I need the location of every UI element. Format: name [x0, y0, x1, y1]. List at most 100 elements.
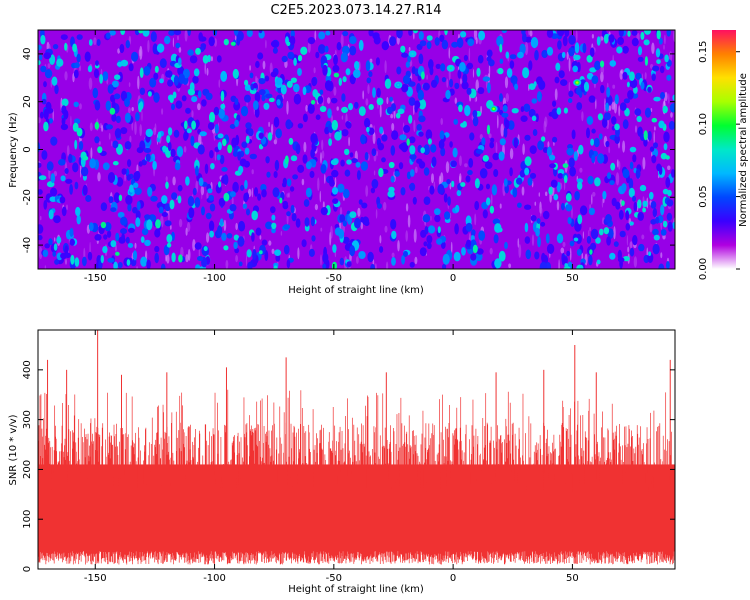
heatmap-cell [383, 201, 387, 211]
heatmap-cell [101, 124, 104, 132]
heatmap-cell [591, 154, 596, 164]
heatmap-cell [667, 165, 671, 171]
heatmap-cell [120, 90, 128, 102]
heatmap-cell [264, 250, 269, 262]
heatmap-cell [324, 126, 330, 135]
heatmap-cell [227, 144, 233, 154]
heatmap-cell [65, 178, 73, 184]
heatmap-cell [141, 159, 147, 166]
heatmap-cell [251, 210, 258, 221]
snr-y-label: SNR (10 * v/v) [8, 414, 19, 485]
colorbar-tick-label: 0.00 [698, 258, 709, 280]
y-tick-label: 400 [22, 360, 33, 379]
heatmap-cell [74, 139, 78, 150]
heatmap-cell [192, 187, 197, 196]
heatmap-cell [331, 261, 338, 269]
heatmap-cell [75, 206, 81, 217]
heatmap-cell [574, 190, 580, 201]
heatmap-cell [270, 40, 279, 48]
heatmap-cell [334, 131, 342, 141]
heatmap-cell [56, 236, 62, 244]
heatmap-cell [311, 77, 317, 87]
heatmap-cell [120, 127, 128, 135]
heatmap-cell [600, 84, 605, 94]
heatmap-cell [556, 181, 561, 193]
heatmap-cell [537, 140, 544, 151]
heatmap-cell [271, 222, 277, 229]
heatmap-cell [98, 141, 101, 146]
heatmap-cell [422, 214, 431, 223]
heatmap-cell [336, 42, 342, 51]
y-tick-label: 0 [22, 146, 33, 152]
heatmap-cell [524, 167, 530, 176]
heatmap-cell [121, 233, 125, 242]
heatmap-cell [166, 234, 173, 243]
heatmap-cell [554, 76, 560, 84]
heatmap-cell [145, 128, 153, 138]
heatmap-cell [76, 53, 81, 63]
heatmap-cell [391, 123, 395, 131]
heatmap-cell [169, 199, 175, 210]
heatmap-cell [82, 184, 88, 196]
heatmap-cell [589, 249, 593, 255]
heatmap-cell [360, 134, 366, 145]
heatmap-cell [390, 114, 394, 119]
heatmap-cell [451, 180, 455, 188]
heatmap-cell [69, 184, 73, 195]
y-tick-label: 100 [22, 510, 33, 529]
heatmap-cell [390, 219, 397, 230]
heatmap-peak [492, 107, 495, 110]
colorbar: 0.00 0.05 0.10 0.15 Normalized spectral amp… [698, 30, 749, 280]
heatmap-cell [652, 207, 657, 218]
heatmap-cell [305, 104, 308, 112]
heatmap-cell [141, 228, 149, 236]
heatmap-cell [522, 67, 530, 79]
heatmap-cell [80, 166, 89, 177]
heatmap-cell [489, 141, 495, 149]
heatmap-cell [512, 187, 518, 198]
heatmap-cell [622, 119, 629, 130]
heatmap-cell [420, 147, 426, 154]
heatmap-cell [252, 82, 258, 89]
heatmap-cell [333, 72, 340, 78]
heatmap-cell [297, 247, 300, 260]
heatmap-cell [486, 197, 491, 206]
heatmap-cell [509, 148, 514, 160]
heatmap-cell [328, 175, 334, 184]
heatmap-cell [538, 192, 540, 197]
heatmap-cell [565, 204, 573, 212]
snr-frame [37, 329, 676, 570]
heatmap-cell [519, 43, 526, 55]
heatmap-cell [600, 65, 605, 75]
heatmap-cell [292, 174, 298, 180]
heatmap-cell [249, 72, 254, 79]
heatmap-cell [307, 37, 316, 45]
heatmap-cell [117, 262, 123, 269]
heatmap-cell [258, 132, 264, 139]
heatmap-cell [396, 66, 402, 75]
heatmap-cell [664, 34, 666, 45]
heatmap-cell [576, 102, 583, 111]
heatmap-cell [100, 221, 107, 229]
heatmap-cell [364, 117, 371, 128]
heatmap-cell [246, 249, 252, 258]
heatmap-cell [315, 114, 321, 120]
heatmap-cell [577, 181, 583, 190]
heatmap-cell [79, 65, 81, 72]
heatmap-cell [498, 151, 505, 161]
heatmap-cell [643, 39, 650, 46]
heatmap-cell [630, 78, 638, 89]
heatmap-cell [622, 256, 630, 262]
heatmap-cell [84, 51, 91, 62]
heatmap-cell [472, 110, 478, 118]
heatmap-cell [649, 146, 655, 152]
heatmap-cell [154, 228, 161, 238]
heatmap-cell [465, 175, 471, 183]
heatmap-cell [283, 244, 290, 255]
heatmap-cell [201, 99, 207, 107]
heatmap-cell [629, 247, 635, 257]
spectrogram-y-label: Frequency (Hz) [8, 112, 19, 188]
heatmap-cell [184, 120, 188, 130]
heatmap-cell [94, 136, 100, 144]
heatmap-cell [70, 254, 75, 265]
